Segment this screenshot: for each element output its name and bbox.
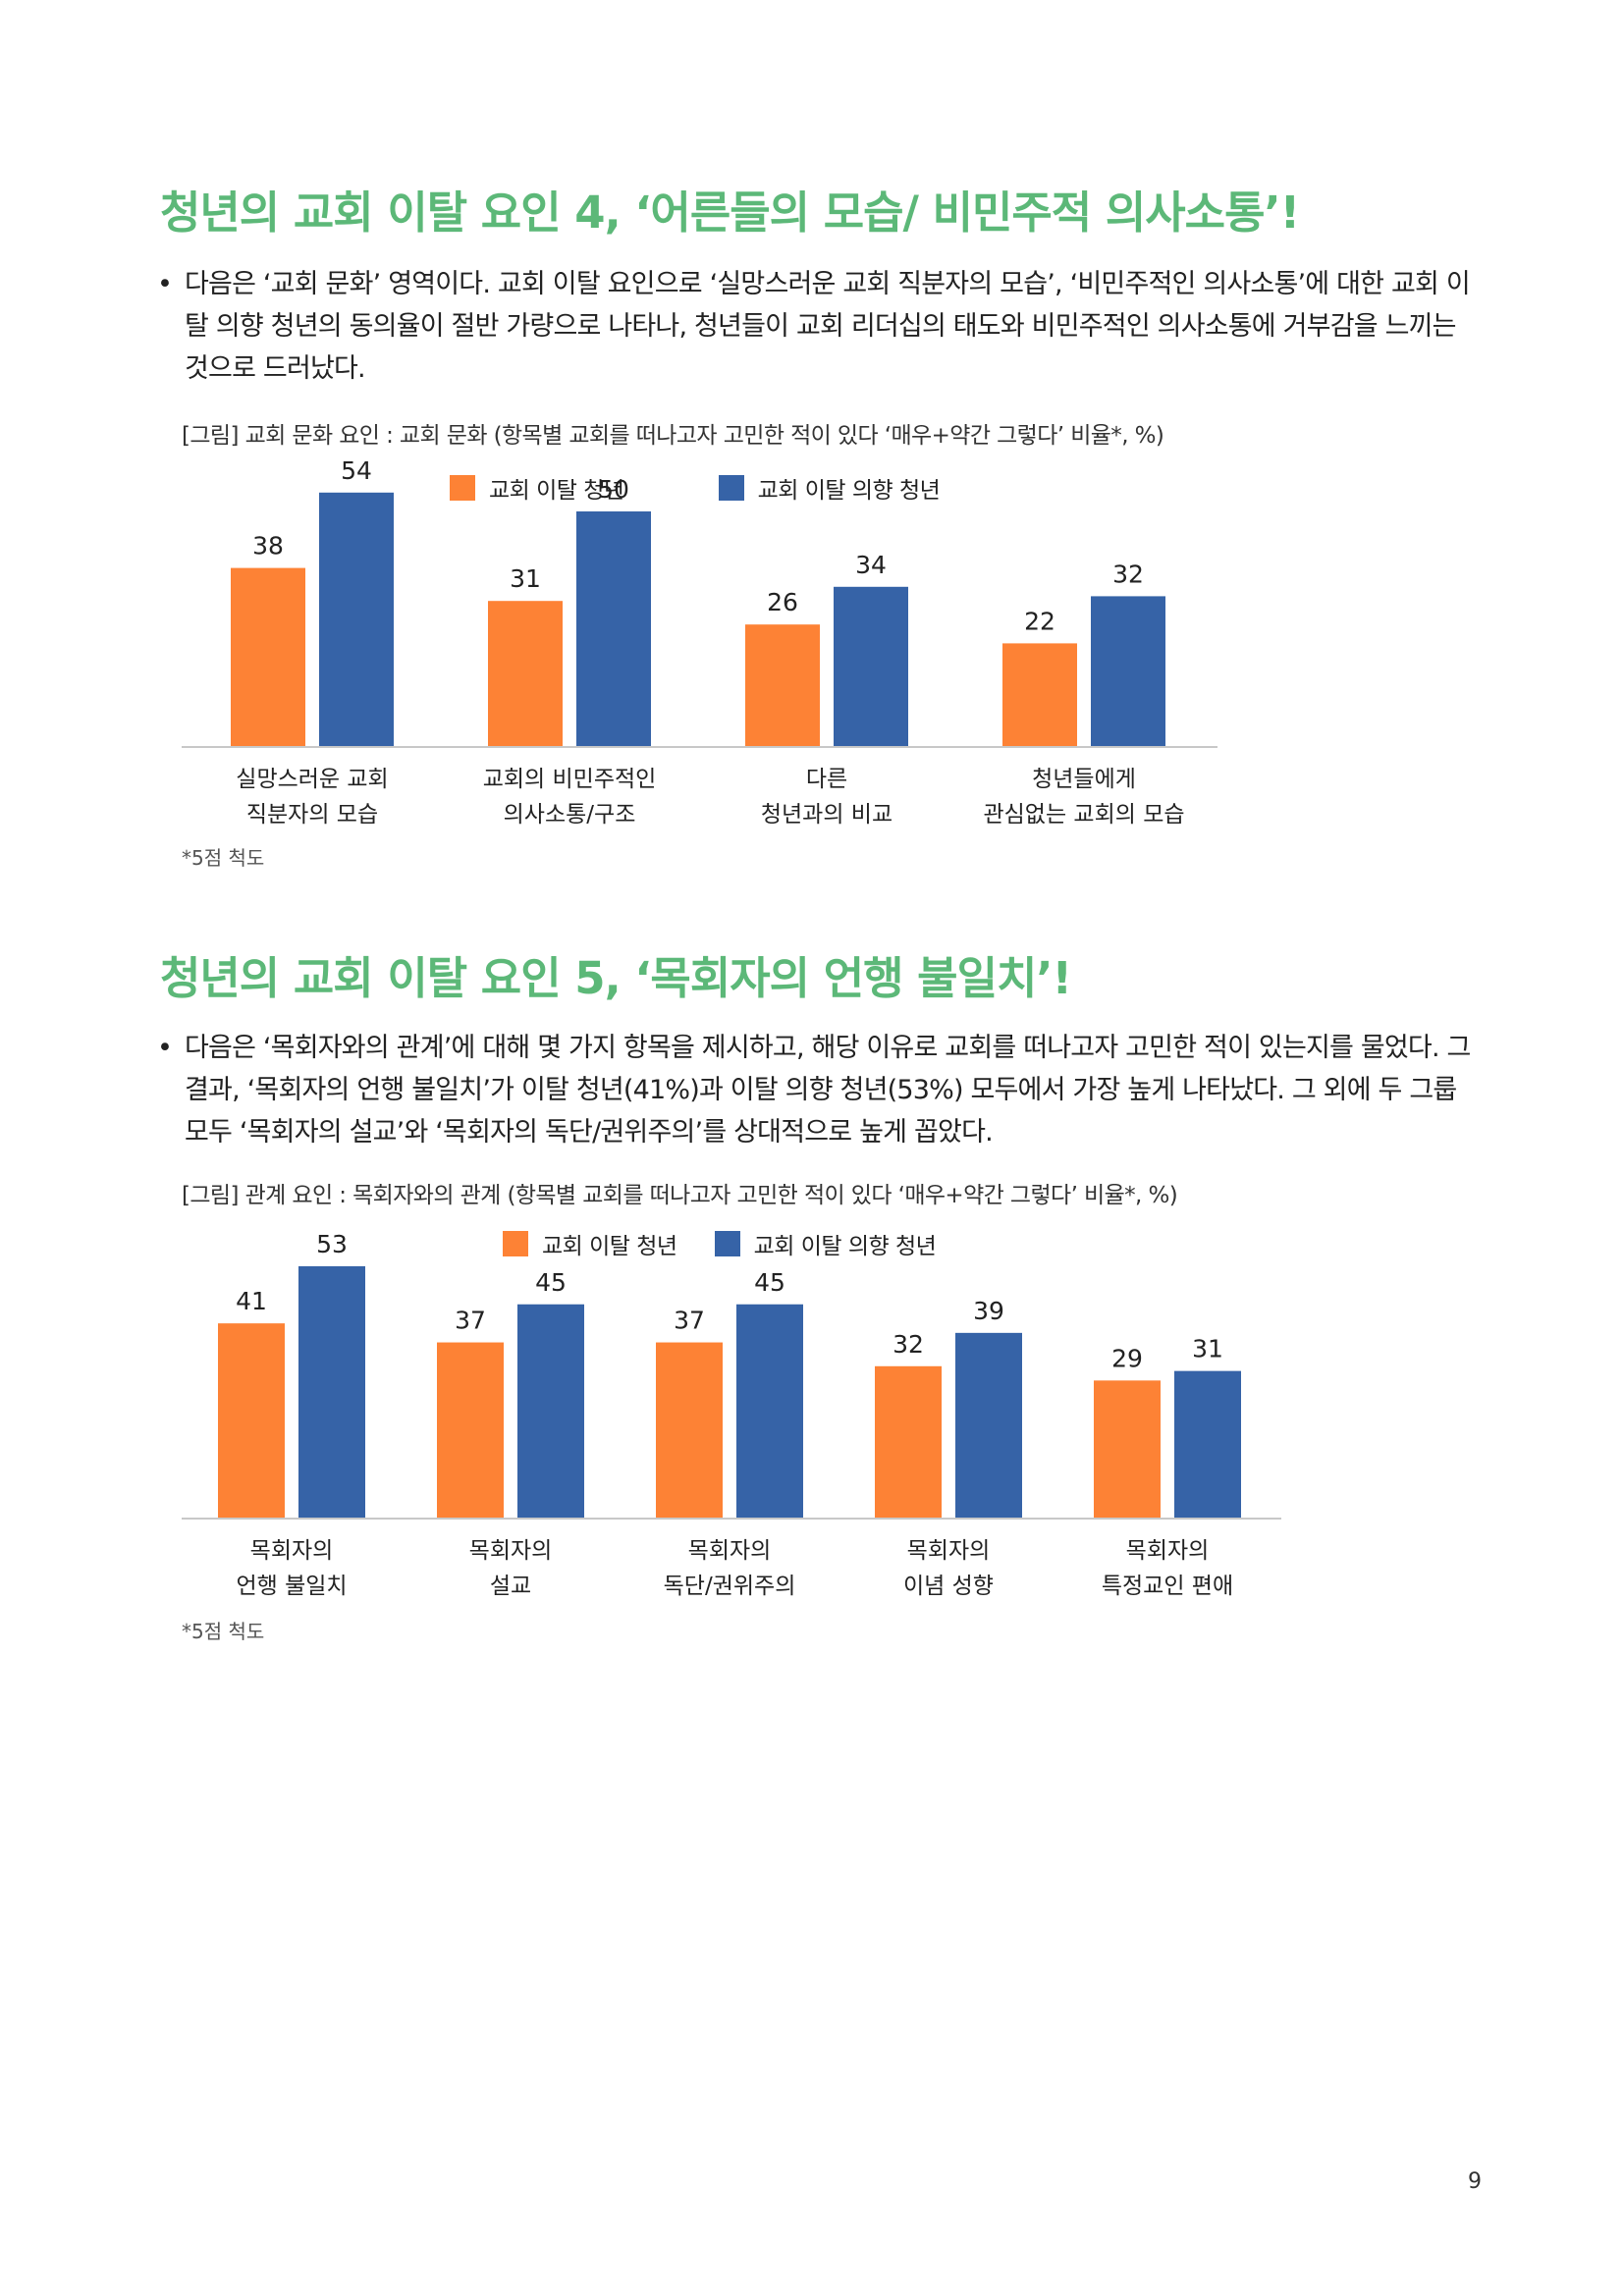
bullet-dot: • (157, 1033, 173, 1063)
bar-series-b (955, 1332, 1022, 1519)
section-2-figure-caption: [그림] 관계 요인 : 목회자와의 관계 (항목별 교회를 떠나고자 고민한 … (182, 1183, 1178, 1208)
bar-series-b (298, 1265, 365, 1519)
legend-swatch-series-a (450, 475, 475, 501)
category-label: 이념 성향 (903, 1574, 994, 1599)
bar-series-a (745, 624, 820, 747)
category-label: 청년들에게 (1032, 767, 1136, 792)
data-label: 41 (236, 1287, 267, 1315)
legend-label-series-a: 교회 이탈 청년 (489, 478, 624, 504)
data-label: 54 (341, 456, 372, 485)
legend-item-series-a: 교회 이탈 청년 (503, 1227, 677, 1260)
data-label: 31 (510, 564, 541, 593)
data-label: 34 (855, 551, 887, 579)
data-label: 32 (893, 1330, 924, 1359)
category-label: 실망스러운 교회 (236, 767, 388, 792)
section-2-title: 청년의 교회 이탈 요인 5, ‘목회자의 언행 불일치’! (160, 952, 1072, 1004)
bar-series-a (231, 567, 305, 747)
category-label: 다른 (806, 767, 847, 792)
data-label: 45 (535, 1268, 567, 1297)
data-label: 39 (973, 1297, 1004, 1325)
page-number: 9 (1468, 2169, 1482, 2194)
category-label: 관심없는 교회의 모습 (983, 802, 1184, 828)
category-label: 교회의 비민주적인 (483, 767, 657, 792)
legend-label-series-a: 교회 이탈 청년 (542, 1234, 677, 1259)
bar-series-a (218, 1323, 285, 1519)
bar-series-b (834, 586, 908, 747)
data-label: 37 (674, 1307, 705, 1335)
bar-series-a (1002, 643, 1077, 747)
data-label: 38 (252, 532, 284, 561)
bar-series-a (656, 1342, 723, 1519)
bar-series-a (437, 1342, 504, 1519)
data-label: 32 (1112, 560, 1144, 588)
bar-series-b (736, 1304, 803, 1519)
section-1-title: 청년의 교회 이탈 요인 4, ‘어른들의 모습/ 비민주적 의사소통’! (160, 187, 1300, 239)
chart-2-legend: 교회 이탈 청년 교회 이탈 의향 청년 (503, 1227, 937, 1260)
data-label: 22 (1024, 607, 1055, 635)
category-label: 설교 (490, 1574, 531, 1599)
bar-series-a (875, 1365, 942, 1519)
data-label: 50 (598, 475, 629, 504)
legend-label-series-b: 교회 이탈 의향 청년 (753, 1234, 937, 1259)
bar-series-b (319, 492, 394, 747)
section-1-bullet-text: 다음은 ‘교회 문화’ 영역이다. 교회 이탈 요인으로 ‘실망스러운 교회 직… (185, 269, 1471, 384)
section-1-figure-caption: [그림] 교회 문화 요인 : 교회 문화 (항목별 교회를 떠나고자 고민한 … (182, 423, 1164, 449)
chart-1-legend: 교회 이탈 청년 교회 이탈 의향 청년 (450, 471, 941, 505)
legend-swatch-series-a (503, 1231, 528, 1256)
legend-item-series-b: 교회 이탈 의향 청년 (714, 1227, 937, 1260)
category-label: 언행 불일치 (236, 1574, 347, 1599)
bar-series-b (1174, 1370, 1241, 1519)
legend-label-series-b: 교회 이탈 의향 청년 (757, 478, 941, 504)
bullet-dot: • (157, 269, 173, 299)
category-label: 목회자의 (250, 1538, 334, 1564)
data-label: 29 (1111, 1344, 1143, 1372)
section-1-bullet: • 다음은 ‘교회 문화’ 영역이다. 교회 이탈 요인으로 ‘실망스러운 교회… (157, 263, 1483, 390)
bar-series-b (1091, 596, 1165, 747)
data-label: 31 (1192, 1335, 1223, 1363)
category-label: 독단/권위주의 (664, 1574, 796, 1599)
bar-series-b (517, 1304, 584, 1519)
category-label: 목회자의 (469, 1538, 553, 1564)
legend-swatch-series-b (714, 1231, 740, 1256)
category-label: 목회자의 (907, 1538, 991, 1564)
chart-2: 41 53 목회자의 언행 불일치 37 45 목회자의 설교 37 45 목회자의 독단/권위주의 3… (0, 1230, 1623, 1610)
category-label: 의사소통/구조 (504, 802, 636, 828)
data-label: 26 (767, 588, 798, 616)
data-label: 53 (316, 1230, 348, 1258)
category-label: 청년과의 비교 (761, 802, 893, 828)
bar-series-a (1094, 1380, 1161, 1519)
data-label: 45 (754, 1268, 785, 1297)
category-label: 직분자의 모습 (246, 802, 378, 828)
category-label: 목회자의 (688, 1538, 772, 1564)
bar-series-b (576, 511, 651, 747)
legend-swatch-series-b (718, 475, 744, 501)
category-label: 특정교인 편애 (1102, 1574, 1233, 1599)
legend-item-series-b: 교회 이탈 의향 청년 (718, 471, 941, 505)
section-2-bullet-text: 다음은 ‘목회자와의 관계’에 대해 몇 가지 항목을 제시하고, 해당 이유로… (185, 1033, 1471, 1148)
data-label: 37 (455, 1307, 486, 1335)
section-2-bullet: • 다음은 ‘목회자와의 관계’에 대해 몇 가지 항목을 제시하고, 해당 이… (157, 1027, 1483, 1153)
legend-item-series-a: 교회 이탈 청년 (450, 471, 624, 505)
section-2-footnote: *5점 척도 (182, 1620, 265, 1643)
category-label: 목회자의 (1126, 1538, 1210, 1564)
section-1-footnote: *5점 척도 (182, 846, 265, 870)
bar-series-a (488, 601, 563, 747)
